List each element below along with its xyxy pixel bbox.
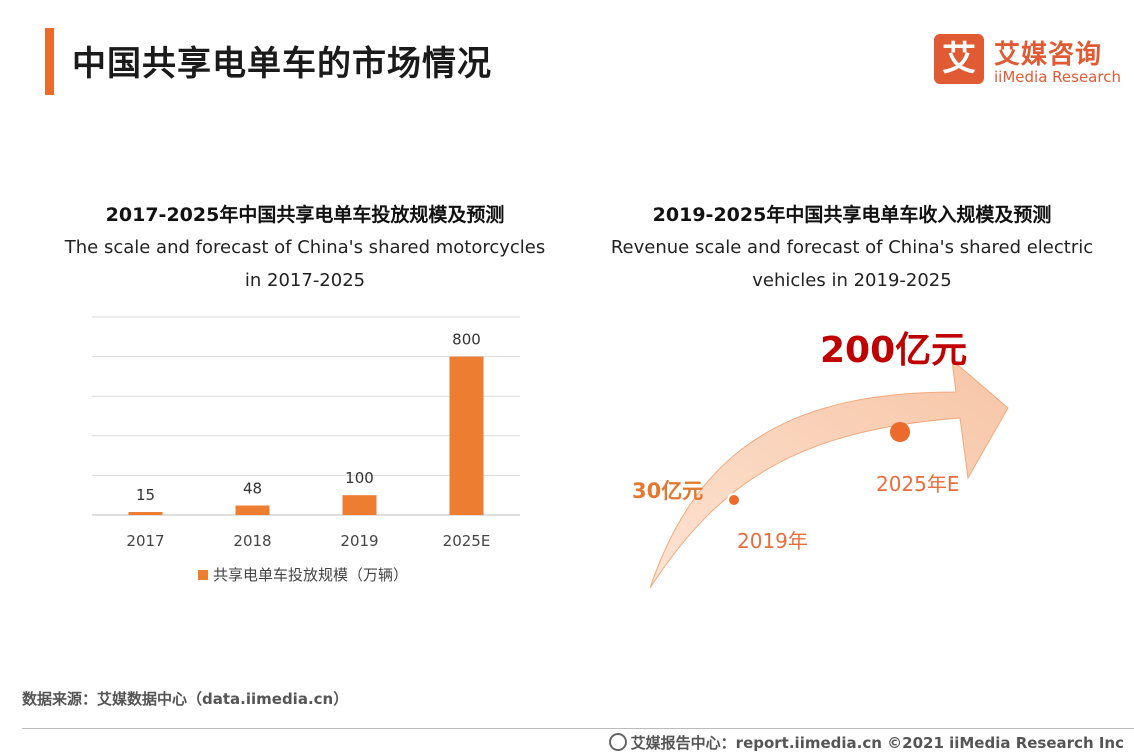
footer-divider [22, 728, 1134, 729]
legend-label: 共享电单车投放规模（万辆） [213, 566, 408, 584]
bar [235, 505, 270, 515]
footer: 艾媒报告中心：report.iimedia.cn ©2021 iiMedia R… [608, 732, 1124, 753]
right-chart-title: 2019-2025年中国共享电单车收入规模及预测 [652, 204, 1052, 226]
logo-icon: 艾 [934, 34, 984, 84]
page-title: 中国共享电单车的市场情况 [72, 44, 492, 84]
left-chart-subtitle: The scale and forecast of China's shared… [45, 231, 565, 297]
bar [128, 512, 163, 515]
x-tick-label: 2019 [340, 532, 378, 550]
x-tick-label: 2017 [126, 532, 164, 550]
globe-icon [608, 733, 627, 751]
point-marker [890, 422, 910, 442]
right-chart-subtitle: Revenue scale and forecast of China's sh… [592, 231, 1112, 297]
bar [449, 356, 484, 515]
point-marker [727, 493, 741, 507]
right-chart-header: 2019-2025年中国共享电单车收入规模及预测 Revenue scale a… [592, 200, 1112, 297]
x-tick-label: 2025E [443, 532, 491, 550]
right-chart-subtitle-line2: vehicles in 2019-2025 [752, 270, 952, 291]
value-label-start: 30亿元 [632, 479, 703, 503]
right-chart-subtitle-line1: Revenue scale and forecast of China's sh… [610, 237, 1094, 258]
bar-data-label: 15 [136, 486, 155, 504]
x-tick-label: 2018 [233, 532, 271, 550]
bar [342, 495, 377, 515]
footer-text: 艾媒报告中心：report.iimedia.cn ©2021 iiMedia R… [630, 734, 1124, 752]
left-chart-title: 2017-2025年中国共享电单车投放规模及预测 [105, 204, 505, 226]
title-accent-bar [45, 28, 54, 95]
iimedia-logo: 艾 艾媒咨询 iiMedia Research [934, 34, 1124, 88]
legend-swatch [198, 570, 208, 580]
left-chart-subtitle-line1: The scale and forecast of China's shared… [64, 237, 546, 258]
logo-cn-text: 艾媒咨询 [994, 40, 1103, 70]
arrow-infographic: 30亿元 2019年 200亿元 2025年E [632, 330, 1009, 589]
bar-data-label: 100 [345, 469, 374, 487]
logo-en-text: iiMedia Research [994, 68, 1121, 86]
data-source: 数据来源：艾媒数据中心（data.iimedia.cn） [22, 690, 349, 708]
year-label-start: 2019年 [737, 529, 808, 553]
value-label-end: 200亿元 [820, 330, 967, 371]
year-label-end: 2025年E [876, 472, 960, 496]
left-chart-subtitle-line2: in 2017-2025 [244, 270, 366, 291]
bar-chart: 15 2017 48 2018 100 2019 800 2025E 共享电单车投放规模（万辆） [92, 316, 520, 584]
bar-data-label: 800 [452, 331, 481, 349]
left-chart-header: 2017-2025年中国共享电单车投放规模及预测 The scale and f… [45, 200, 565, 297]
bar-data-label: 48 [243, 479, 262, 497]
